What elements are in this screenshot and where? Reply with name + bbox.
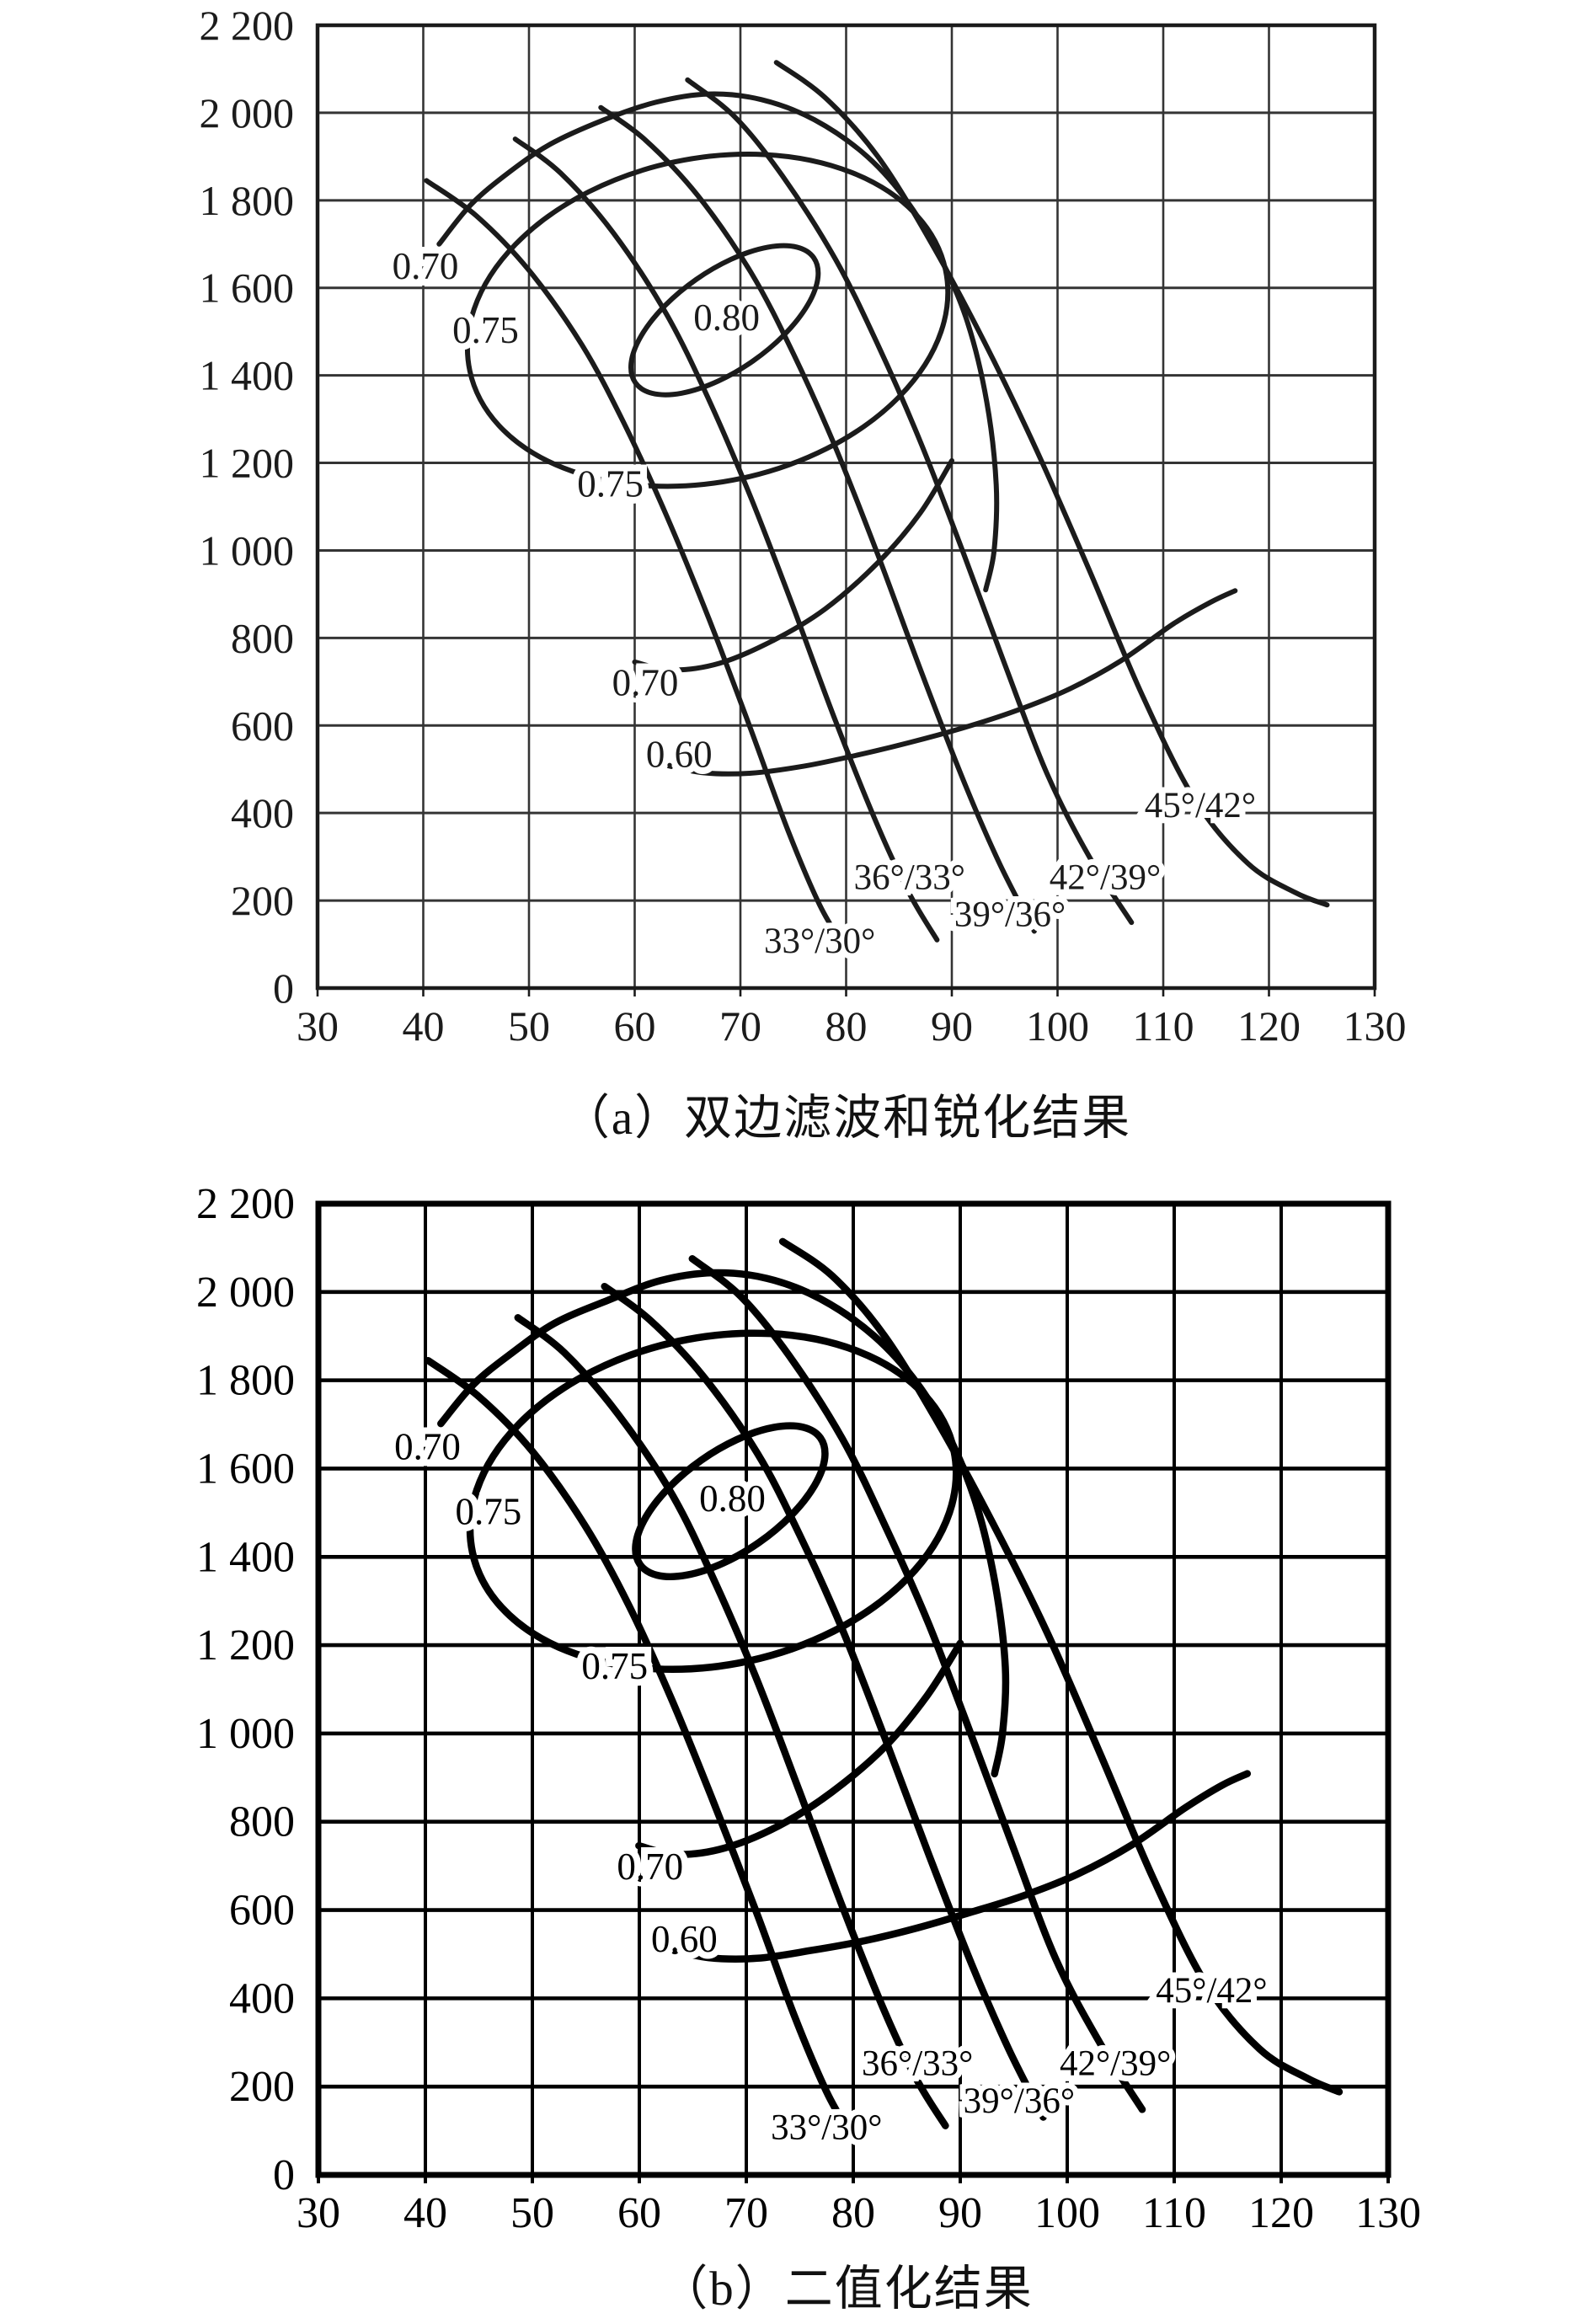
efficiency-value-label: 0.60	[646, 734, 713, 776]
efficiency-value-label: 0.75	[577, 462, 644, 505]
efficiency-value-label: 0.70	[617, 1846, 683, 1888]
blade-angle-curve-39°/36°	[601, 1282, 1047, 2121]
x-axis-tick-label: 130	[1344, 1002, 1407, 1050]
efficiency-contour-0.70-lower	[635, 1639, 964, 1858]
y-axis-tick-label: 2 000	[196, 1269, 295, 1317]
blade-angle-label: 36°/33°	[862, 2044, 973, 2083]
efficiency-contour-0.60-lower	[658, 588, 1238, 777]
blade-angle-label: 39°/36°	[954, 895, 1066, 935]
y-axis-tick-label: 2 200	[196, 1180, 295, 1228]
x-axis-tick-label: 130	[1355, 2189, 1421, 2237]
x-axis-tick-label: 40	[403, 2189, 447, 2237]
y-axis-tick-label: 1 000	[200, 526, 295, 574]
y-axis-tick-label: 200	[229, 2063, 295, 2111]
y-axis-tick-label: 400	[231, 789, 294, 836]
y-axis-tick-label: 2 200	[200, 2, 295, 49]
efficiency-contour-0.70-upper	[436, 91, 1000, 593]
y-axis-tick-label: 400	[229, 1974, 295, 2022]
efficiency-value-label: 0.60	[651, 1918, 718, 1960]
y-axis-tick-label: 1 000	[196, 1710, 295, 1758]
x-axis-tick-label: 70	[719, 1002, 761, 1050]
efficiency-contour-0.80	[632, 1422, 829, 1581]
chart-b-binarization-result: 30 40 50 60 70 80 90 100 110 120 130 0 200 400 600 800 1…	[196, 1180, 1421, 2237]
x-axis-tick-label: 120	[1237, 1002, 1301, 1050]
x-axis-tick-label: 50	[508, 1002, 550, 1050]
chart-a-bilateral-filter-result: 30 40 50 60 70 80 90 100 110 120 130 0 200 400 600 800 1…	[200, 2, 1407, 1050]
efficiency-contour-0.80	[628, 243, 821, 398]
y-axis-tick-label: 1 800	[196, 1357, 295, 1405]
blade-angle-curve-33°/30°	[425, 1356, 854, 2138]
x-axis-tick-label: 100	[1034, 2189, 1100, 2237]
y-axis-tick-label: 0	[273, 964, 294, 1012]
efficiency-value-label: 0.75	[456, 1490, 522, 1532]
blade-angle-curve-42°/39°	[685, 77, 1135, 926]
x-axis-tick-label: 60	[617, 2189, 661, 2237]
x-axis-tick-label: 110	[1142, 2189, 1206, 2237]
efficiency-value-label: 0.70	[393, 245, 459, 287]
blade-angle-label: 36°/33°	[854, 858, 965, 898]
y-axis-tick-label: 600	[229, 1887, 295, 1935]
y-axis-tick-label: 1 600	[196, 1445, 295, 1493]
efficiency-value-label: 0.70	[394, 1425, 461, 1467]
y-axis-tick-label: 800	[229, 1798, 295, 1846]
x-axis-tick-label: 80	[831, 2189, 875, 2237]
x-axis-tick-label: 90	[938, 2189, 982, 2237]
x-axis-tick-label: 40	[403, 1002, 445, 1050]
efficiency-contour-0.70-lower	[632, 457, 954, 673]
efficiency-contour-0.70-upper	[437, 1269, 1010, 1778]
y-axis-tick-label: 1 200	[200, 440, 295, 487]
x-axis-tick-label: 70	[724, 2189, 768, 2237]
blade-angle-label: 45°/42°	[1145, 786, 1256, 825]
blade-angle-label: 33°/30°	[764, 922, 875, 961]
x-axis-tick-label: 120	[1248, 2189, 1314, 2237]
efficiency-value-label: 0.80	[693, 297, 760, 339]
blade-angle-curve-45°/42°	[778, 1237, 1344, 2096]
y-axis-tick-label: 1 800	[200, 177, 295, 224]
efficiency-value-label: 0.75	[452, 309, 519, 351]
blade-angle-curve-33°/30°	[424, 178, 847, 949]
x-axis-tick-label: 60	[614, 1002, 656, 1050]
x-axis-tick-label: 30	[296, 1002, 339, 1050]
y-axis-tick-label: 0	[273, 2151, 295, 2199]
y-axis-tick-label: 800	[231, 614, 294, 661]
x-axis-tick-label: 90	[931, 1002, 973, 1050]
y-axis-tick-label: 1 200	[196, 1621, 295, 1670]
x-axis-tick-label: 110	[1132, 1002, 1194, 1050]
blade-angle-curve-39°/36°	[598, 104, 1037, 934]
efficiency-contour-0.60-lower	[661, 1770, 1252, 1963]
y-axis-tick-label: 600	[231, 702, 294, 749]
blade-angle-label: 39°/36°	[964, 2081, 1075, 2121]
blade-angle-curve-42°/39°	[688, 1255, 1146, 2113]
caption-chart-b: （b）二值化结果	[660, 2263, 1034, 2316]
y-axis-tick-label: 1 400	[200, 352, 295, 399]
blade-angle-curve-36°/33°	[514, 1314, 949, 2129]
blade-angle-label: 33°/30°	[771, 2108, 882, 2147]
caption-chart-a: （a）双边滤波和锐化结果	[561, 1092, 1132, 1145]
blade-angle-label: 42°/39°	[1050, 858, 1161, 898]
y-axis-tick-label: 1 600	[200, 264, 295, 312]
y-axis-tick-label: 2 000	[200, 89, 295, 136]
efficiency-value-label: 0.75	[581, 1645, 648, 1687]
y-axis-tick-label: 200	[231, 877, 294, 924]
efficiency-value-label: 0.80	[699, 1477, 766, 1520]
x-axis-tick-label: 80	[825, 1002, 868, 1050]
blade-angle-label: 45°/42°	[1156, 1971, 1267, 2011]
y-axis-tick-label: 1 400	[196, 1533, 295, 1581]
x-axis-tick-label: 100	[1026, 1002, 1089, 1050]
x-axis-tick-label: 50	[510, 2189, 554, 2237]
efficiency-value-label: 0.70	[612, 661, 679, 703]
x-axis-tick-label: 30	[296, 2189, 340, 2237]
blade-angle-curve-36°/33°	[512, 136, 940, 943]
blade-angle-curve-45°/42°	[773, 60, 1330, 908]
blade-angle-label: 42°/39°	[1060, 2044, 1171, 2083]
